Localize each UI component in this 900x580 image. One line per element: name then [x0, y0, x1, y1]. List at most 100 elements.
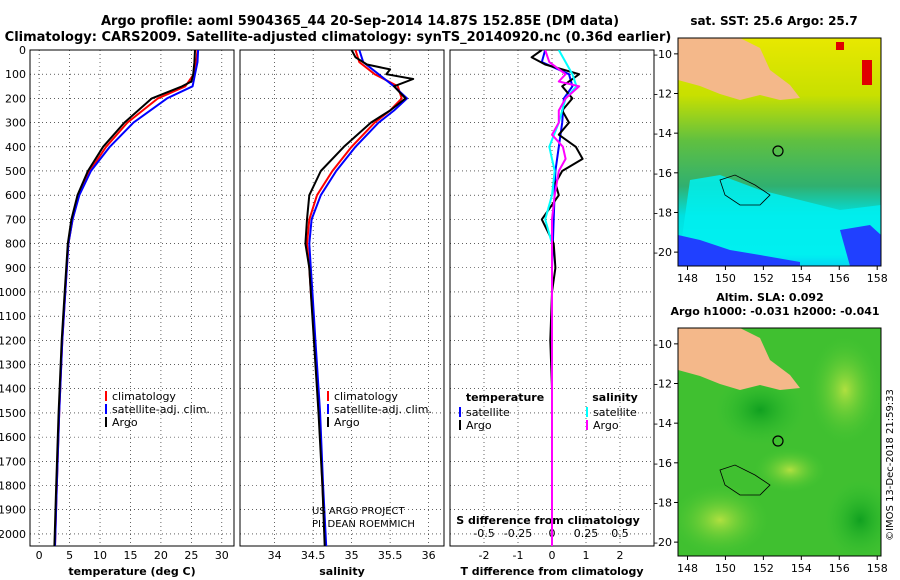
series-argo [304, 50, 415, 546]
lon-tick-148: 148 [677, 272, 698, 285]
profile-panel-1: 0100200300400500600700800900100011001200… [0, 44, 235, 578]
profile-panel-3: -2 -1 0 1 2-0.5 -0.25 0 0.25 0.5S difference fro… [449, 49, 655, 578]
annotation-0: US ARGO PROJECT [312, 506, 406, 517]
series-salinity-satellite [544, 50, 578, 546]
tick-depth-700: 700 [5, 213, 26, 226]
legend-left-title: temperature [466, 391, 544, 404]
sst-warm-patch [862, 60, 872, 85]
tick-depth-800: 800 [5, 238, 26, 251]
legend-label-1: satellite-adj. clim. [334, 403, 432, 416]
series-climatology [54, 50, 199, 546]
xlabel: temperature (deg C) [68, 565, 195, 578]
sst-reef-outline [719, 174, 771, 206]
tick-x-25: 25 [184, 549, 198, 562]
series-satellite-adj-clim- [308, 50, 408, 546]
sst-land [678, 38, 800, 100]
sla-high-2 [805, 330, 881, 450]
lat-tick--12: -12 [654, 88, 672, 101]
sla-low-1 [715, 375, 805, 445]
lat-tick--16: -16 [654, 457, 672, 470]
tick-x-1: 1 [583, 549, 590, 562]
tick-x-15: 15 [123, 549, 137, 562]
tick-x-34: 34 [268, 549, 282, 562]
tick-depth-1200: 1200 [0, 334, 26, 347]
legend-right-label-0: satellite [593, 406, 637, 419]
legend-label-1: satellite-adj. clim. [112, 403, 210, 416]
sla-profile-marker [772, 435, 784, 447]
tick-x-20: 20 [154, 549, 168, 562]
tick-x-0: 0 [549, 549, 556, 562]
xlabel: T difference from climatology [460, 565, 643, 578]
xlabel-top: S difference from climatology [456, 514, 640, 527]
sla-high-1 [678, 480, 775, 556]
tick-depth-400: 400 [5, 141, 26, 154]
lat-tick--12: -12 [654, 378, 672, 391]
panel-frame [239, 49, 445, 547]
lon-tick-158: 158 [867, 562, 888, 575]
tick-depth-900: 900 [5, 262, 26, 275]
lat-tick--14: -14 [654, 127, 672, 140]
sla-reef-outline [719, 464, 771, 496]
lon-tick-156: 156 [829, 272, 850, 285]
lat-tick--10: -10 [654, 338, 672, 351]
sst-map: sat. SST: 25.6 Argo: 25.7 -10 -12 -14 -16 -1… [654, 14, 888, 285]
lon-tick-152: 152 [753, 562, 774, 575]
tick-depth-2000: 2000 [0, 528, 26, 541]
tick-x-0: 0 [36, 549, 43, 562]
tick-depth-1800: 1800 [0, 480, 26, 493]
tick-depth-600: 600 [5, 189, 26, 202]
tick-s-0.25: 0.25 [574, 527, 599, 540]
title-line2: Climatology: CARS2009. Satellite-adjuste… [5, 30, 672, 45]
legend-label-2: Argo [334, 416, 360, 429]
lon-tick-150: 150 [715, 562, 736, 575]
lon-tick-150: 150 [715, 272, 736, 285]
tick-s--0.25: -0.25 [504, 527, 532, 540]
legend-label-0: climatology [112, 390, 176, 403]
sla-low-2 [825, 480, 881, 556]
sst-cold-patch-2 [840, 225, 881, 266]
tick-depth-1600: 1600 [0, 431, 26, 444]
tick-depth-1100: 1100 [0, 310, 26, 323]
sst-warm-patch-2 [836, 42, 844, 50]
tick-x--2: -2 [479, 549, 490, 562]
series-group [304, 50, 415, 546]
series-temperature-argo [530, 50, 584, 546]
sla-map-title: Altim. SLA: 0.092 [716, 291, 823, 304]
tick-depth-1000: 1000 [0, 286, 26, 299]
annotation-1: PI: DEAN ROEMMICH [312, 519, 415, 530]
series-group [530, 50, 584, 546]
lat-tick--18: -18 [654, 496, 672, 509]
lat-tick--10: -10 [654, 48, 672, 61]
title-line1: Argo profile: aoml 5904365_44 20-Sep-201… [101, 14, 619, 29]
lon-tick-156: 156 [829, 562, 850, 575]
tick-depth-1900: 1900 [0, 504, 26, 517]
legend-label-0: climatology [334, 390, 398, 403]
tick-depth-1700: 1700 [0, 455, 26, 468]
lat-tick--20: -20 [654, 246, 672, 259]
tick-depth-0: 0 [19, 44, 26, 57]
tick-depth-1300: 1300 [0, 359, 26, 372]
lon-tick-152: 152 [753, 272, 774, 285]
tick-x-10: 10 [93, 549, 107, 562]
lat-tick--20: -20 [654, 536, 672, 549]
sla-map-subtitle: Argo h1000: -0.031 h2000: -0.041 [670, 305, 879, 318]
lon-tick-158: 158 [867, 272, 888, 285]
legend-left-label-1: Argo [466, 419, 492, 432]
tick-x-36: 36 [422, 549, 436, 562]
tick-x-34.5: 34.5 [301, 549, 326, 562]
legend-left-label-0: satellite [466, 406, 510, 419]
tick-x--1: -1 [513, 549, 524, 562]
lat-tick--14: -14 [654, 417, 672, 430]
sla-high-3 [750, 445, 830, 495]
xlabel: salinity [319, 565, 365, 578]
tick-x-35: 35 [345, 549, 359, 562]
tick-depth-200: 200 [5, 92, 26, 105]
tick-s--0.5: -0.5 [473, 527, 494, 540]
lon-tick-148: 148 [677, 562, 698, 575]
legend-label-2: Argo [112, 416, 138, 429]
sla-map: Altim. SLA: 0.092 Argo h1000: -0.031 h20… [654, 291, 888, 575]
tick-s-0.5: 0.5 [611, 527, 629, 540]
sla-map-frame [677, 327, 882, 557]
sla-land [678, 328, 800, 390]
